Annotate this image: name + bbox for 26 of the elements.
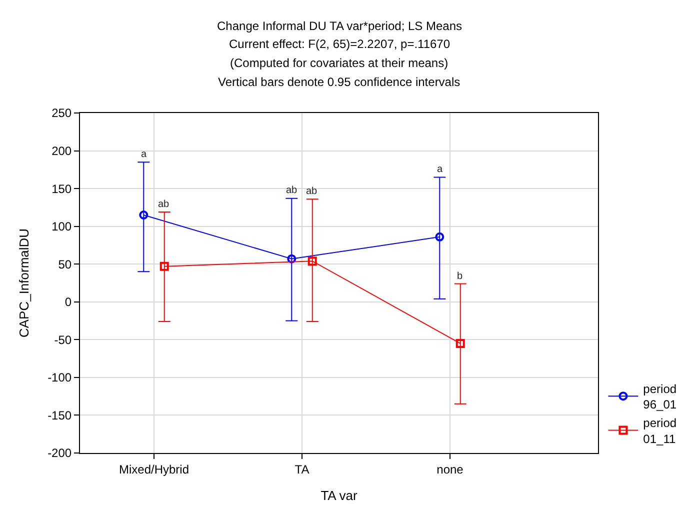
y-tick-label: 150 [52,182,72,196]
annotation: a [141,149,147,160]
annotation: b [457,271,463,282]
annotation: ab [306,186,318,197]
y-axis-title: CAPC_InformalDU [16,228,32,338]
y-tick-label: -50 [54,332,72,347]
chart-title: Change Informal DU TA var*period; LS Means [217,19,462,33]
y-tick-label: 0 [64,295,72,310]
x-tick-label: none [436,462,464,476]
y-tick-label: -200 [48,446,72,460]
y-tick-label: -150 [48,408,72,422]
y-tick-label: 50 [58,257,72,272]
x-tick-label: Mixed/Hybrid [118,462,190,476]
y-tick-label: 250 [52,106,72,120]
annotation: ab [158,199,170,210]
x-axis-title: TA var [320,488,358,503]
x-tick-label: TA [294,462,310,476]
chart-subtitle: Current effect: F(2, 65)=2.2207, p=.11670 [229,37,450,51]
y-tick-label: 200 [52,144,72,158]
y-tick-label: -100 [48,370,72,385]
annotation: ab [286,185,298,196]
annotation: a [437,164,443,175]
legend-label: period 01_11 [643,416,677,446]
y-tick-label: 100 [52,220,72,234]
text: (Computed for covariates at their means) [230,56,448,70]
text: Vertical bars denote 0.95 confidence intervals [218,75,460,89]
